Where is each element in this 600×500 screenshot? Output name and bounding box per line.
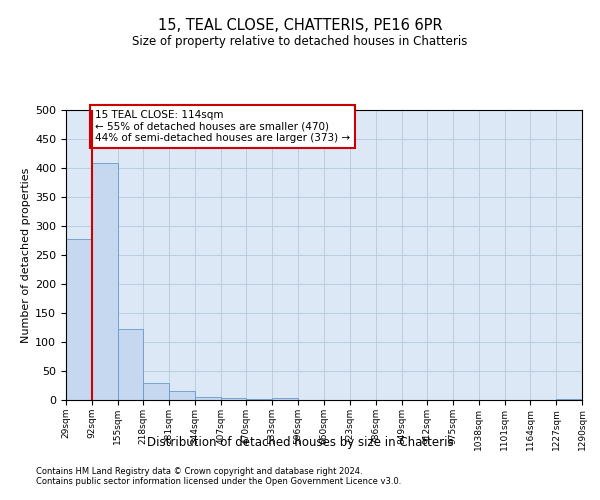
Bar [221,398,247,400]
Text: Size of property relative to detached houses in Chatteris: Size of property relative to detached ho… [133,35,467,48]
Bar [92,164,118,400]
Text: Distribution of detached houses by size in Chatteris: Distribution of detached houses by size … [146,436,454,449]
Y-axis label: Number of detached properties: Number of detached properties [21,168,31,342]
Bar [272,398,298,400]
Bar [195,397,221,400]
Text: Contains public sector information licensed under the Open Government Licence v3: Contains public sector information licen… [36,477,401,486]
Bar [143,382,169,400]
Bar [118,329,143,400]
Bar [556,399,582,400]
Text: Contains HM Land Registry data © Crown copyright and database right 2024.: Contains HM Land Registry data © Crown c… [36,467,362,476]
Text: 15, TEAL CLOSE, CHATTERIS, PE16 6PR: 15, TEAL CLOSE, CHATTERIS, PE16 6PR [158,18,442,32]
Bar [169,392,195,400]
Text: 15 TEAL CLOSE: 114sqm
← 55% of detached houses are smaller (470)
44% of semi-det: 15 TEAL CLOSE: 114sqm ← 55% of detached … [95,110,350,143]
Bar [66,239,92,400]
